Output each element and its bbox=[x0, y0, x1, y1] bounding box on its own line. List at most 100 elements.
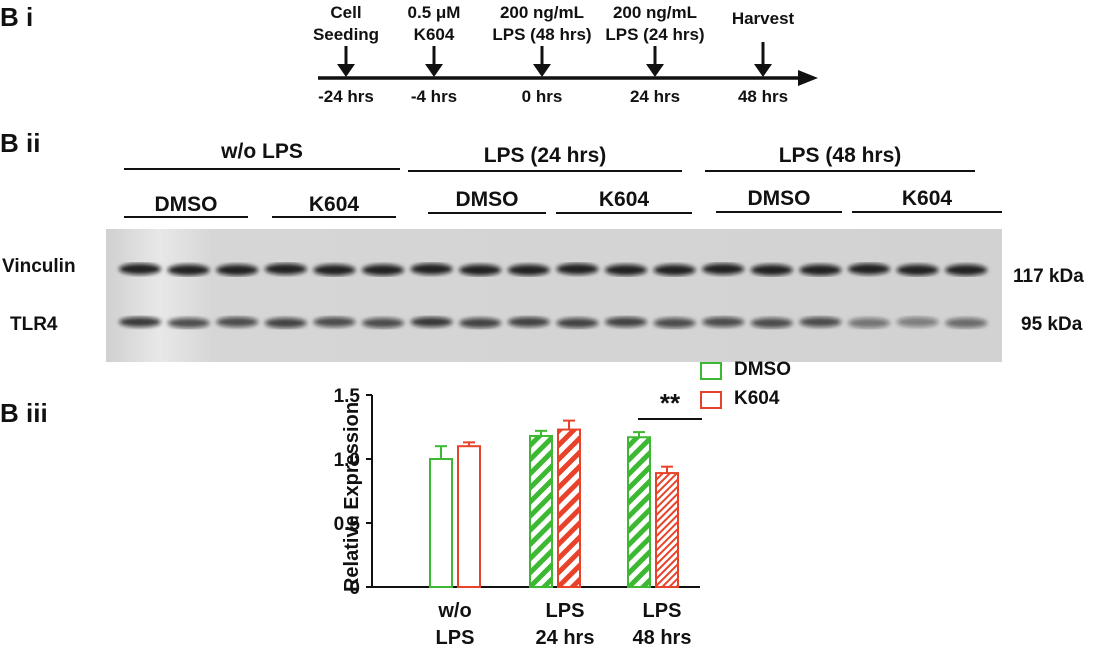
western-blot-image bbox=[106, 229, 1002, 362]
band-name-tlr4: TLR4 bbox=[10, 314, 58, 335]
band-size-vinculin: 117 kDa bbox=[1013, 266, 1084, 287]
treatment-label-0: DMSO bbox=[154, 193, 218, 216]
timeline-time-1: -4 hrs bbox=[410, 87, 458, 106]
tlr4-band bbox=[264, 318, 307, 328]
tlr4-band bbox=[410, 317, 453, 327]
category-label-2: LPS 48 hrs bbox=[632, 600, 692, 649]
timeline-time-3: 24 hrs bbox=[629, 87, 681, 106]
bar-k604-2 bbox=[655, 472, 679, 588]
vinculin-band bbox=[945, 264, 988, 276]
panel-label-biii: B iii bbox=[0, 398, 48, 428]
band-size-tlr4: 95 kDa bbox=[1021, 314, 1083, 335]
treatment-label-4: DMSO bbox=[747, 187, 811, 210]
bar-dmso-0 bbox=[429, 458, 453, 588]
timeline-time-2: 0 hrs bbox=[521, 87, 563, 106]
blot-group-line-0 bbox=[124, 168, 400, 170]
vinculin-band bbox=[507, 264, 550, 276]
tlr4-band bbox=[799, 317, 842, 327]
vinculin-band bbox=[313, 264, 356, 276]
timeline-axis-arrowhead bbox=[798, 70, 818, 86]
timeline-event-3: 200 ng/mL LPS (24 hrs) bbox=[605, 3, 705, 44]
tlr4-band bbox=[507, 317, 550, 327]
panel-label-bi: B i bbox=[0, 2, 34, 32]
blot-group-1: LPS (24 hrs) bbox=[483, 144, 607, 167]
bar-k604-0 bbox=[457, 445, 481, 588]
vinculin-band bbox=[605, 264, 647, 276]
bar-dmso-1 bbox=[529, 434, 553, 588]
timeline-event-4: Harvest bbox=[731, 9, 795, 28]
legend-swatch-dmso bbox=[700, 362, 722, 380]
vinculin-band bbox=[459, 264, 502, 276]
vinculin-band bbox=[216, 264, 259, 276]
tlr4-band bbox=[945, 318, 988, 328]
treatment-line-5 bbox=[852, 211, 1002, 213]
vinculin-band bbox=[799, 264, 842, 276]
timeline-arrow-3 bbox=[646, 46, 664, 77]
vinculin-band bbox=[119, 263, 161, 275]
tlr4-band bbox=[167, 318, 210, 328]
tlr4-bands bbox=[119, 317, 988, 328]
timeline-time-4: 48 hrs bbox=[737, 87, 789, 106]
significance-marker: ** bbox=[660, 388, 681, 418]
timeline-arrow-0 bbox=[337, 46, 355, 77]
vinculin-band bbox=[167, 264, 210, 276]
legend-swatch-k604 bbox=[700, 391, 722, 409]
treatment-label-2: DMSO bbox=[455, 188, 519, 211]
tlr4-band bbox=[459, 318, 502, 328]
vinculin-band bbox=[410, 263, 453, 275]
treatment-line-1 bbox=[272, 216, 396, 218]
vinculin-band bbox=[653, 264, 696, 276]
timeline-event-1: 0.5 μM K604 bbox=[407, 3, 461, 44]
treatment-label-5: K604 bbox=[901, 187, 953, 210]
tlr4-band bbox=[653, 318, 696, 328]
tlr4-band bbox=[605, 317, 647, 327]
vinculin-band bbox=[556, 263, 599, 275]
y-axis-label: Relative Expression bbox=[341, 402, 363, 592]
tlr4-band bbox=[702, 317, 745, 327]
timeline-arrow-2 bbox=[533, 46, 551, 77]
blot-group-line-1 bbox=[408, 170, 682, 172]
treatment-line-3 bbox=[556, 212, 692, 214]
tlr4-band bbox=[216, 317, 259, 327]
blot-group-0: w/o LPS bbox=[221, 140, 303, 163]
legend-label-dmso: DMSO bbox=[734, 359, 791, 380]
vinculin-band bbox=[848, 263, 890, 275]
treatment-line-0 bbox=[124, 216, 248, 218]
timeline bbox=[318, 42, 818, 86]
timeline-time-0: -24 hrs bbox=[318, 87, 374, 106]
tlr4-band bbox=[896, 317, 939, 327]
y-tick-label: 1.5 bbox=[334, 386, 361, 407]
tlr4-band bbox=[556, 318, 599, 328]
bar-k604-1 bbox=[557, 428, 581, 588]
vinculin-band bbox=[264, 263, 307, 275]
tlr4-band bbox=[362, 318, 404, 328]
timeline-event-0: Cell Seeding bbox=[312, 3, 380, 44]
panel-label-bii: B ii bbox=[0, 128, 41, 158]
category-label-0: w/o LPS bbox=[435, 600, 475, 649]
y-tick-label: 0.5 bbox=[334, 514, 361, 535]
blot-group-2: LPS (48 hrs) bbox=[778, 144, 902, 167]
timeline-event-2: 200 ng/mL LPS (48 hrs) bbox=[492, 3, 592, 44]
legend-label-k604: K604 bbox=[734, 388, 780, 409]
treatment-line-2 bbox=[428, 212, 546, 214]
treatment-label-3: K604 bbox=[598, 188, 650, 211]
blot-group-line-2 bbox=[705, 170, 975, 172]
tlr4-band bbox=[848, 318, 890, 328]
vinculin-band bbox=[896, 264, 939, 276]
y-tick-label: 0 bbox=[349, 578, 360, 599]
category-label-1: LPS 24 hrs bbox=[535, 600, 595, 649]
vinculin-bands bbox=[119, 263, 988, 276]
treatment-line-4 bbox=[716, 211, 842, 213]
vinculin-band bbox=[362, 264, 404, 276]
tlr4-band bbox=[750, 318, 793, 328]
bar-dmso-2 bbox=[627, 436, 651, 588]
vinculin-band bbox=[750, 264, 793, 276]
tlr4-band bbox=[313, 317, 356, 327]
timeline-arrow-4 bbox=[754, 42, 772, 77]
band-name-vinculin: Vinculin bbox=[2, 256, 76, 277]
timeline-arrow-1 bbox=[425, 46, 443, 77]
bar-chart: Relative Expression 0 0.5 1.0 1.5 ** bbox=[334, 386, 702, 599]
tlr4-band bbox=[119, 317, 161, 327]
y-tick-label: 1.0 bbox=[334, 450, 360, 471]
